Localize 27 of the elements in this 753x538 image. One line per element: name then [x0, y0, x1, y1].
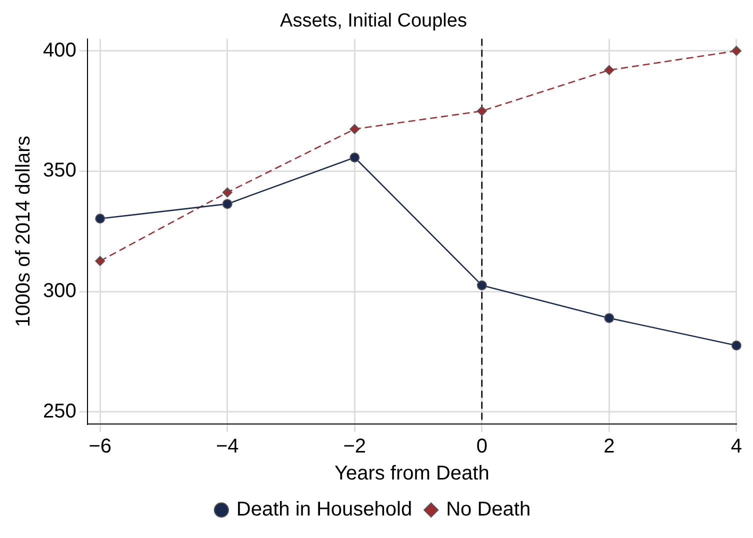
- y-tick-label: 300: [42, 280, 76, 302]
- x-tick-label: 2: [604, 436, 615, 458]
- point: [222, 187, 232, 198]
- y-tick-label: 250: [42, 400, 76, 422]
- point: [731, 46, 742, 56]
- legend-label: No Death: [446, 498, 531, 521]
- point: [222, 198, 232, 209]
- legend-label: Death in Household: [236, 498, 412, 521]
- x-tick-label: 0: [476, 436, 488, 458]
- y-axis-title: 1000s of 2014 dollars: [12, 136, 35, 328]
- point: [95, 214, 106, 224]
- point: [476, 106, 487, 116]
- point: [604, 65, 614, 76]
- point: [350, 152, 360, 162]
- x-tick-label: −6: [88, 436, 112, 458]
- y-tick-label: 350: [42, 160, 76, 182]
- x-tick-label: 4: [730, 436, 742, 458]
- point: [731, 340, 742, 351]
- x-tick-label: −4: [216, 436, 239, 458]
- point: [604, 313, 614, 324]
- x-axis-title: Years from Death: [334, 462, 490, 485]
- point: [95, 256, 106, 266]
- chart-title: Assets, Initial Couples: [280, 10, 467, 32]
- point: [350, 124, 360, 134]
- x-tick-label: −2: [343, 436, 366, 458]
- y-tick-label: 400: [42, 39, 76, 62]
- point: [476, 280, 487, 290]
